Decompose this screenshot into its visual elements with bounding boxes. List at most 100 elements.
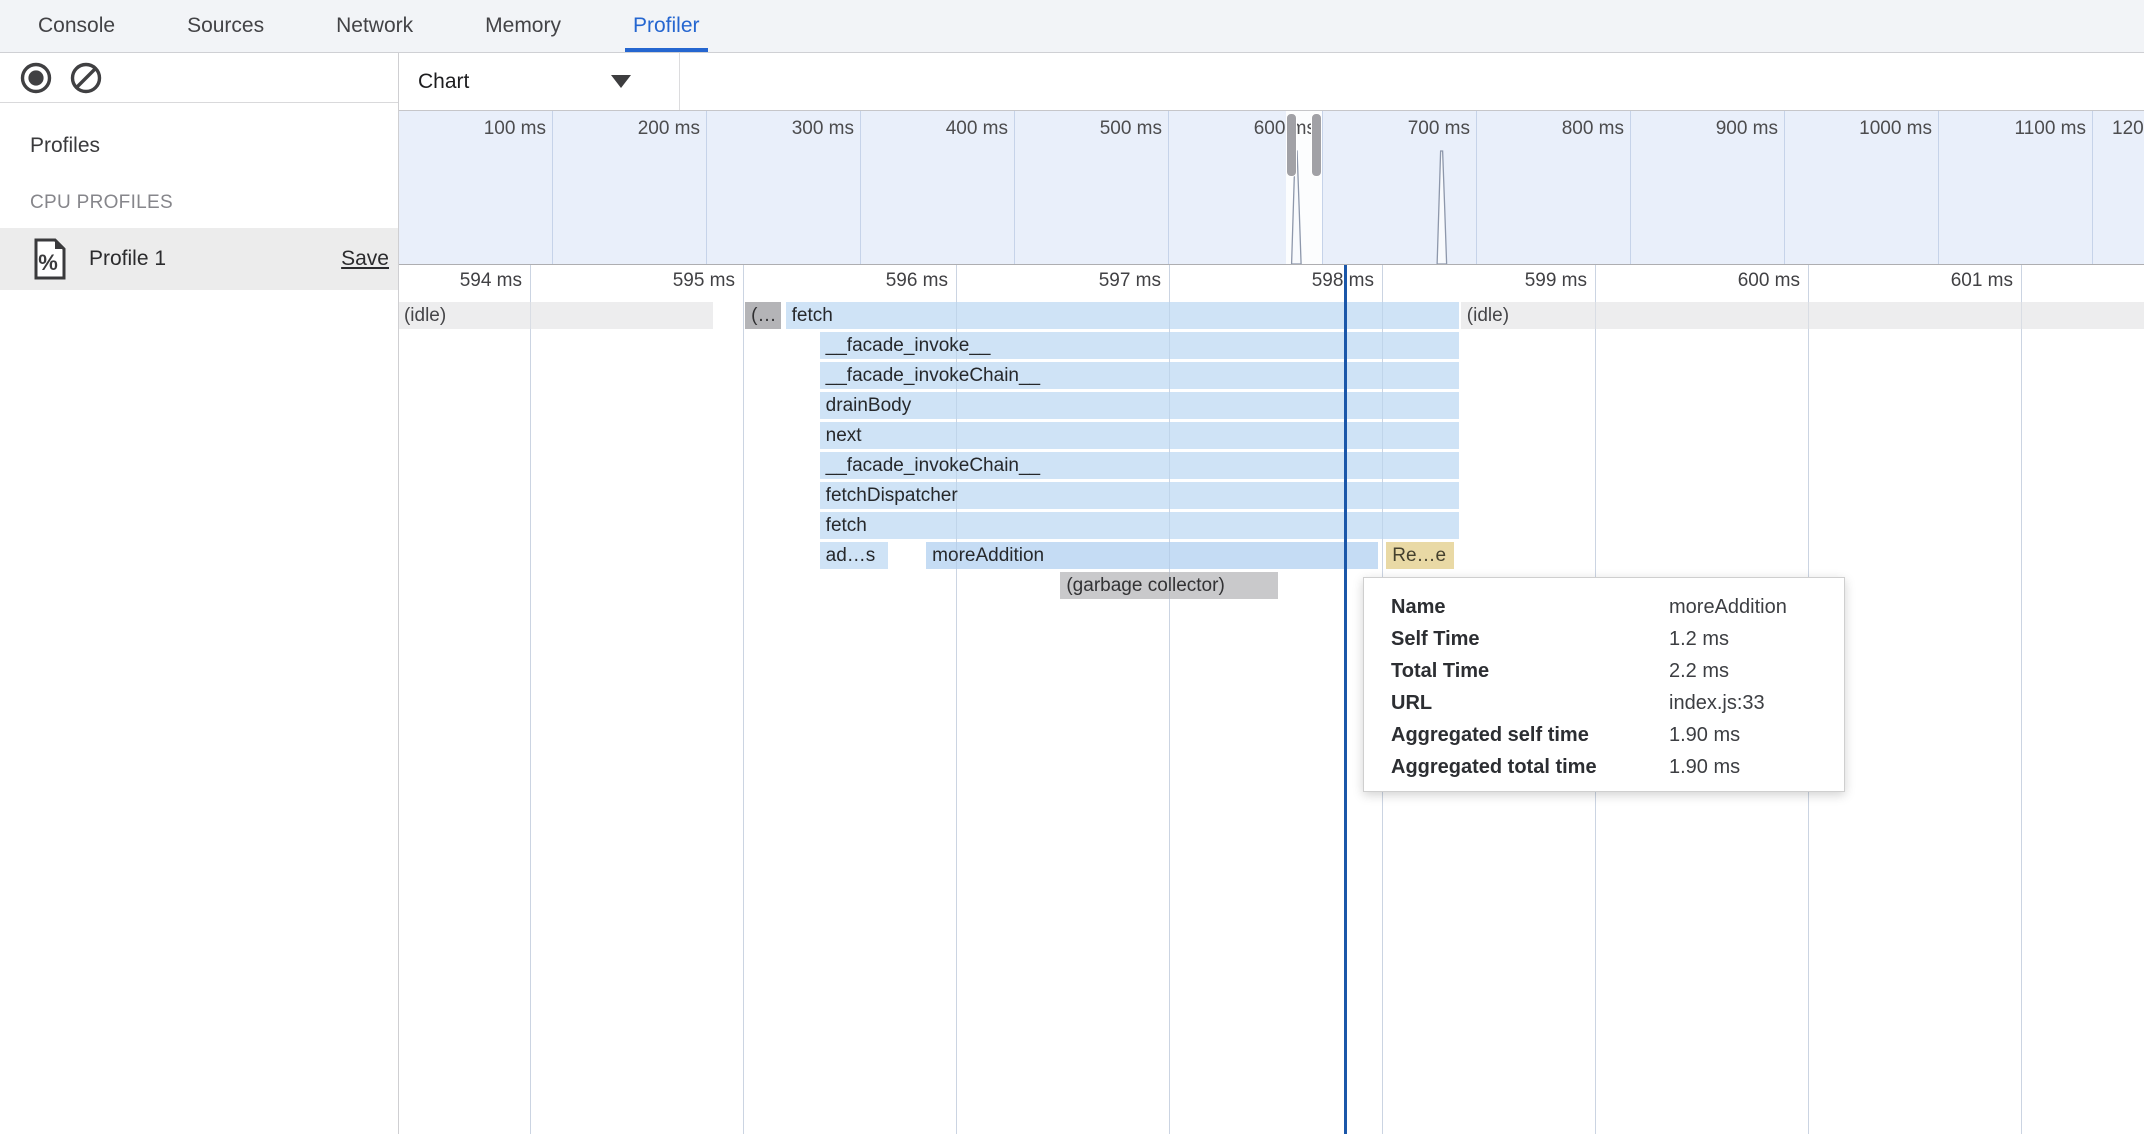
detail-gridline xyxy=(530,265,531,1134)
profiles-title: Profiles xyxy=(30,134,101,157)
frame-tooltip: Name moreAddition Self Time 1.2 ms Total Tim… xyxy=(1363,577,1845,792)
detail-gridline-overlay xyxy=(2021,265,2022,1134)
tab-network[interactable]: Network xyxy=(336,14,414,37)
overview-axis-label: 700 ms xyxy=(1407,118,1470,139)
flame-segment--idle-[interactable]: (idle) xyxy=(1460,302,2144,329)
flame-segment-drainbody[interactable]: drainBody xyxy=(819,392,1459,419)
flame-segment-fetchdispatcher[interactable]: fetchDispatcher xyxy=(819,482,1459,509)
overview-gridline xyxy=(1014,111,1015,264)
detail-gridline xyxy=(2021,265,2022,1134)
cpu-activity-spikes xyxy=(1290,150,1448,264)
tooltip-row: Self Time 1.2 ms xyxy=(1391,623,1844,655)
detail-gridline-overlay xyxy=(530,265,531,1134)
tab-memory[interactable]: Memory xyxy=(485,14,561,37)
overview-axis-label: 400 ms xyxy=(945,118,1008,139)
profiler-toolbar xyxy=(0,53,398,103)
sidebar-divider[interactable] xyxy=(398,53,399,1134)
tab-console[interactable]: Console xyxy=(38,14,116,37)
tooltip-value: index.js:33 xyxy=(1669,691,1765,714)
overview-axis-label: 1200 ms xyxy=(2112,118,2144,139)
overview-gridline xyxy=(1938,111,1939,264)
chart-view-dropdown[interactable]: Chart xyxy=(398,53,680,110)
overview-axis-label: 100 ms xyxy=(483,118,546,139)
flame-chart: (idle) (… fetch (idle) __facade_invoke__ __fa… xyxy=(398,265,2144,1134)
flame-segment--facade-invokechain-[interactable]: __facade_invokeChain__ xyxy=(819,452,1459,479)
flame-segment--[interactable]: (… xyxy=(745,302,782,329)
detail-gridline-overlay xyxy=(956,265,957,1134)
flame-segment-ad-s[interactable]: ad…s xyxy=(819,542,888,569)
overview-axis-label: 900 ms xyxy=(1715,118,1778,139)
tooltip-label: Aggregated self time xyxy=(1391,723,1589,746)
overview-axis-label: 1100 ms xyxy=(2014,118,2086,139)
detail-axis-label: 596 ms xyxy=(885,270,948,291)
flame-segment--facade-invoke-[interactable]: __facade_invoke__ xyxy=(819,332,1459,359)
detail-axis-label: 595 ms xyxy=(672,270,735,291)
profile-document-percent-icon: % xyxy=(34,238,66,280)
tab-profiler[interactable]: Profiler xyxy=(624,0,708,52)
flame-chart-panel[interactable]: 594 ms 595 ms 596 ms 597 ms 598 ms 599 ms 600 … xyxy=(398,265,2144,1134)
overview-axis-label: 300 ms xyxy=(791,118,854,139)
detail-axis-label: 601 ms xyxy=(1950,270,2013,291)
overview-axis-label: 500 ms xyxy=(1099,118,1162,139)
profile-name: Profile 1 xyxy=(89,247,167,270)
flame-segment--facade-invokechain-[interactable]: __facade_invokeChain__ xyxy=(819,362,1459,389)
detail-gridline-overlay xyxy=(743,265,744,1134)
tooltip-label: Name xyxy=(1391,595,1446,618)
overview-gridline xyxy=(1322,111,1323,264)
detail-gridline-overlay xyxy=(1169,265,1170,1134)
tooltip-row: Total Time 2.2 ms xyxy=(1391,655,1844,687)
current-time-marker[interactable] xyxy=(1344,265,1348,1134)
flame-segment-fetch[interactable]: fetch xyxy=(819,512,1459,539)
cpu-profiles-section-title: CPU PROFILES xyxy=(30,192,173,213)
flame-segment--idle-[interactable]: (idle) xyxy=(398,302,714,329)
tooltip-label: Total Time xyxy=(1391,659,1490,682)
overview-axis-label: 1000 ms xyxy=(1859,118,1932,139)
clear-profiles-button[interactable] xyxy=(69,61,103,95)
detail-gridline xyxy=(1169,265,1170,1134)
inspector-tab-bar: Console Sources Network Memory Profiler xyxy=(0,0,2144,53)
save-profile-link[interactable]: Save xyxy=(341,247,389,270)
chevron-down-icon xyxy=(611,75,631,88)
flame-segment-fetch[interactable]: fetch xyxy=(785,302,1459,329)
detail-gridline xyxy=(956,265,957,1134)
record-profile-button[interactable] xyxy=(19,61,53,95)
tooltip-label: Aggregated total time xyxy=(1391,755,1597,778)
selection-handle-left[interactable] xyxy=(1285,113,1297,177)
tooltip-label: Self Time xyxy=(1391,627,1480,650)
profiles-sidebar: Profiles CPU PROFILES % Profile 1 Save xyxy=(0,103,398,1134)
overview-gridline xyxy=(1630,111,1631,264)
tooltip-value: moreAddition xyxy=(1669,595,1787,618)
overview-axis-label: 200 ms xyxy=(637,118,700,139)
flame-segment-re-e[interactable]: Re…e xyxy=(1386,542,1455,569)
svg-text:%: % xyxy=(38,250,58,275)
tooltip-value: 1.90 ms xyxy=(1669,723,1741,746)
detail-gridline xyxy=(743,265,744,1134)
tooltip-row: Aggregated self time 1.90 ms xyxy=(1391,719,1844,751)
flame-segment-moreaddition[interactable]: moreAddition xyxy=(926,542,1378,569)
tooltip-value: 1.90 ms xyxy=(1669,755,1741,778)
overview-gridline xyxy=(2092,111,2093,264)
tooltip-row: Aggregated total time 1.90 ms xyxy=(1391,751,1844,783)
tooltip-value: 1.2 ms xyxy=(1669,627,1730,650)
detail-axis-label: 598 ms xyxy=(1311,270,1374,291)
tooltip-row: Name moreAddition xyxy=(1391,591,1844,623)
detail-axis-label: 600 ms xyxy=(1737,270,1800,291)
selection-handle-right[interactable] xyxy=(1311,113,1322,177)
flame-segment-next[interactable]: next xyxy=(819,422,1459,449)
overview-gridline xyxy=(860,111,861,264)
timeline-overview[interactable]: 100 ms 200 ms 300 ms 400 ms 500 ms 600 ms 700 … xyxy=(398,110,2144,265)
overview-axis-label: 600 ms xyxy=(1253,118,1316,139)
chart-toolbar: Chart xyxy=(398,53,2144,110)
tab-sources[interactable]: Sources xyxy=(187,14,265,37)
overview-gridline xyxy=(552,111,553,264)
overview-gridline xyxy=(1168,111,1169,264)
profile-list-item[interactable]: % Profile 1 Save xyxy=(0,228,398,290)
chart-view-label: Chart xyxy=(418,69,470,93)
detail-axis-label: 599 ms xyxy=(1524,270,1587,291)
tooltip-value: 2.2 ms xyxy=(1669,659,1730,682)
flame-segment--garbage-collector-[interactable]: (garbage collector) xyxy=(1060,572,1278,599)
overview-gridline xyxy=(706,111,707,264)
detail-axis-label: 594 ms xyxy=(459,270,522,291)
tooltip-label: URL xyxy=(1391,691,1433,714)
overview-axis-label: 800 ms xyxy=(1561,118,1624,139)
